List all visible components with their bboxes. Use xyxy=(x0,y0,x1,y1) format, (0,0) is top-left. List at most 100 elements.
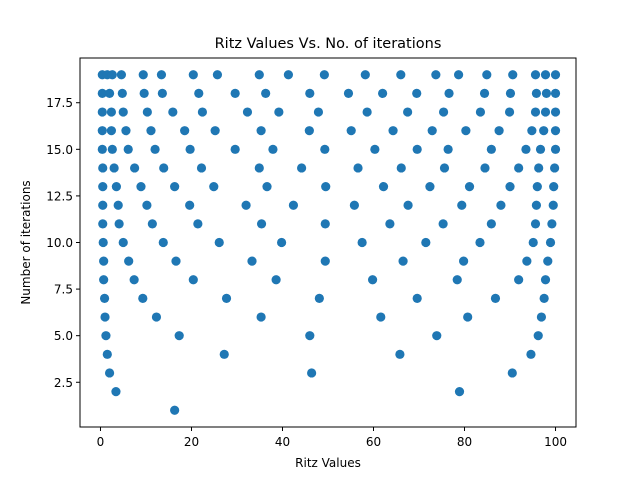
data-point-11-11 xyxy=(548,200,558,210)
data-point-13-1 xyxy=(109,163,119,173)
data-point-5-3 xyxy=(376,312,386,322)
data-point-13-2 xyxy=(130,163,140,173)
data-point-7-6 xyxy=(514,275,524,285)
y-tick-label-2: 7.5 xyxy=(54,283,73,297)
data-point-18-13 xyxy=(431,70,441,80)
data-point-5-5 xyxy=(536,312,547,322)
data-point-11-2 xyxy=(142,200,152,210)
data-point-8-3 xyxy=(247,256,257,266)
data-point-16-0 xyxy=(97,107,107,117)
data-point-13-7 xyxy=(353,163,363,173)
data-point-1-0 xyxy=(111,386,121,397)
y-tick-label-4: 12.5 xyxy=(46,189,73,203)
data-point-17-12 xyxy=(444,88,454,99)
data-point-16-9 xyxy=(362,107,372,117)
data-point-3-2 xyxy=(395,349,405,359)
data-point-8-7 xyxy=(522,256,532,266)
data-point-11-10 xyxy=(531,200,542,210)
data-point-14-9 xyxy=(412,144,422,154)
data-point-12-0 xyxy=(98,181,108,192)
data-point-18-9 xyxy=(283,70,294,80)
data-point-12-8 xyxy=(425,181,435,192)
data-point-15-9 xyxy=(388,126,398,136)
data-point-15-15 xyxy=(550,126,561,136)
data-point-10-2 xyxy=(147,219,157,229)
data-point-12-5 xyxy=(262,181,272,192)
data-point-16-15 xyxy=(540,107,551,117)
data-point-14-7 xyxy=(320,144,330,154)
data-points xyxy=(97,70,561,415)
x-tick-label-0: 0 xyxy=(97,435,105,449)
data-point-7-5 xyxy=(452,275,462,285)
data-point-2-2 xyxy=(507,368,517,378)
data-point-12-10 xyxy=(505,181,515,192)
data-point-16-11 xyxy=(438,107,449,117)
data-point-13-9 xyxy=(439,163,450,173)
data-point-9-3 xyxy=(214,237,224,248)
y-tick-label-5: 15.0 xyxy=(46,143,73,157)
data-point-4-2 xyxy=(305,331,315,341)
data-point-15-8 xyxy=(346,126,356,136)
x-tick-label-2: 40 xyxy=(275,435,290,449)
data-point-14-1 xyxy=(107,144,117,154)
data-point-7-4 xyxy=(367,275,378,285)
data-point-13-11 xyxy=(514,163,524,173)
data-point-10-4 xyxy=(256,219,267,229)
data-point-18-6 xyxy=(188,70,198,80)
data-point-18-11 xyxy=(360,70,370,80)
data-point-17-13 xyxy=(479,88,490,99)
data-point-16-12 xyxy=(475,107,486,117)
data-point-17-11 xyxy=(412,88,422,99)
data-point-11-5 xyxy=(288,200,299,210)
data-point-12-7 xyxy=(378,181,389,192)
data-point-18-8 xyxy=(254,70,264,80)
data-point-17-4 xyxy=(157,88,167,99)
data-point-16-16 xyxy=(550,107,561,117)
data-point-17-5 xyxy=(194,88,204,99)
data-point-11-6 xyxy=(349,200,359,210)
data-point-16-2 xyxy=(118,107,128,117)
data-point-16-5 xyxy=(197,107,208,117)
data-point-10-9 xyxy=(530,219,541,229)
data-point-17-9 xyxy=(343,88,354,99)
data-point-7-0 xyxy=(99,275,109,285)
data-point-12-12 xyxy=(549,181,559,192)
data-point-13-12 xyxy=(534,163,544,173)
data-point-16-14 xyxy=(530,107,541,117)
data-point-18-16 xyxy=(508,70,518,80)
data-point-15-13 xyxy=(527,126,537,136)
data-point-14-3 xyxy=(150,144,160,154)
data-point-6-1 xyxy=(138,293,148,304)
data-point-13-4 xyxy=(196,163,207,173)
data-point-8-6 xyxy=(459,256,469,266)
data-point-10-3 xyxy=(193,219,203,229)
data-point-10-1 xyxy=(114,219,124,229)
data-point-14-2 xyxy=(123,144,133,154)
x-tick-label-1: 20 xyxy=(184,435,199,449)
data-point-6-0 xyxy=(99,293,110,304)
data-point-16-10 xyxy=(403,107,413,117)
data-point-17-15 xyxy=(531,88,542,99)
data-point-17-2 xyxy=(117,88,127,99)
data-point-11-7 xyxy=(403,200,413,210)
data-point-14-10 xyxy=(443,144,453,154)
x-tick-label-3: 60 xyxy=(366,435,381,449)
data-point-5-4 xyxy=(463,312,473,322)
data-point-9-9 xyxy=(545,237,556,248)
y-tick-label-0: 2.5 xyxy=(54,376,73,390)
data-point-4-3 xyxy=(432,331,442,341)
data-point-18-2 xyxy=(107,70,117,80)
data-point-16-1 xyxy=(106,107,116,117)
data-point-15-7 xyxy=(304,126,314,136)
y-axis-ticks: 2.5 5.0 7.5 10.0 12.5 15.0 17.5 xyxy=(46,96,80,390)
data-point-11-8 xyxy=(457,200,467,210)
data-point-9-0 xyxy=(98,237,108,248)
data-point-13-10 xyxy=(480,163,490,173)
chart-title: Ritz Values Vs. No. of iterations xyxy=(215,36,442,52)
data-point-8-4 xyxy=(320,256,330,266)
data-point-3-1 xyxy=(219,349,229,359)
data-point-15-12 xyxy=(494,126,504,136)
data-point-13-0 xyxy=(98,163,108,173)
data-point-8-5 xyxy=(398,256,408,266)
data-point-17-0 xyxy=(97,88,107,99)
